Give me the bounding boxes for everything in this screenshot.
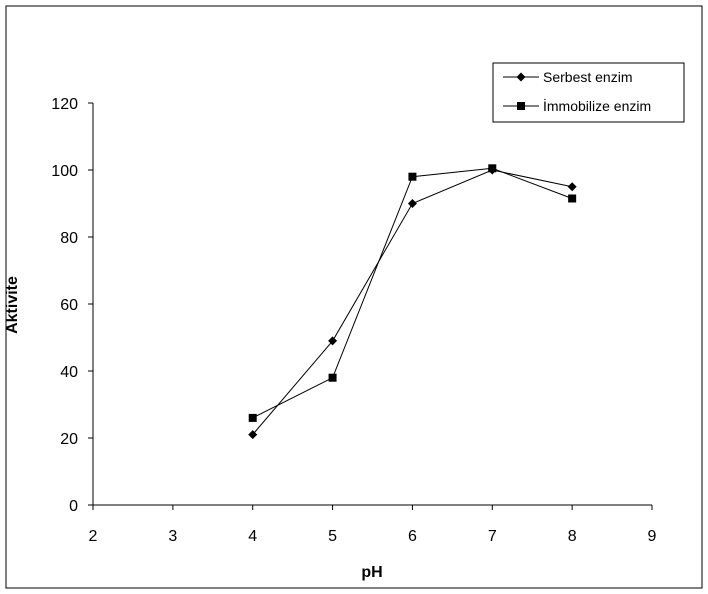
data-point-square [328, 373, 337, 382]
x-tick-label: 6 [408, 528, 417, 545]
x-tick-label: 3 [168, 528, 177, 545]
data-point-diamond [407, 199, 417, 208]
y-tick-label: 80 [60, 230, 78, 247]
y-tick-label: 20 [60, 431, 78, 448]
legend: Serbest enzim İmmobilize enzim [492, 62, 685, 123]
data-point-diamond [567, 182, 577, 192]
x-tick-label: 5 [328, 528, 337, 545]
y-axis-title: Aktivite [4, 276, 21, 334]
data-point-diamond [248, 430, 258, 440]
data-point-square [488, 164, 497, 173]
legend-label-serbest: Serbest enzim [543, 69, 632, 85]
y-tick-label: 100 [51, 163, 78, 180]
series-layer [248, 164, 577, 440]
y-tick-label: 0 [69, 498, 78, 515]
y-tick-label: 60 [60, 297, 78, 314]
y-ticks: 0 20 40 60 80 100 120 [51, 96, 93, 515]
x-tick-label: 8 [568, 528, 577, 545]
data-point-square [248, 413, 257, 422]
y-tick-label: 40 [60, 364, 78, 381]
x-tick-label: 4 [248, 528, 257, 545]
legend-marker-diamond [516, 72, 526, 82]
data-point-diamond [328, 336, 338, 346]
x-tick-label: 2 [89, 528, 98, 545]
data-point-square [568, 194, 577, 203]
legend-label-immobilize: İmmobilize enzim [543, 97, 651, 114]
legend-box [492, 62, 685, 123]
y-tick-label: 120 [51, 96, 78, 113]
x-tick-label: 7 [488, 528, 497, 545]
data-point-square [408, 172, 417, 181]
x-ticks: 2 3 4 5 6 7 8 9 [89, 505, 657, 545]
legend-marker-square [517, 102, 525, 110]
x-axis-title: pH [361, 564, 382, 581]
x-tick-label: 9 [648, 528, 657, 545]
